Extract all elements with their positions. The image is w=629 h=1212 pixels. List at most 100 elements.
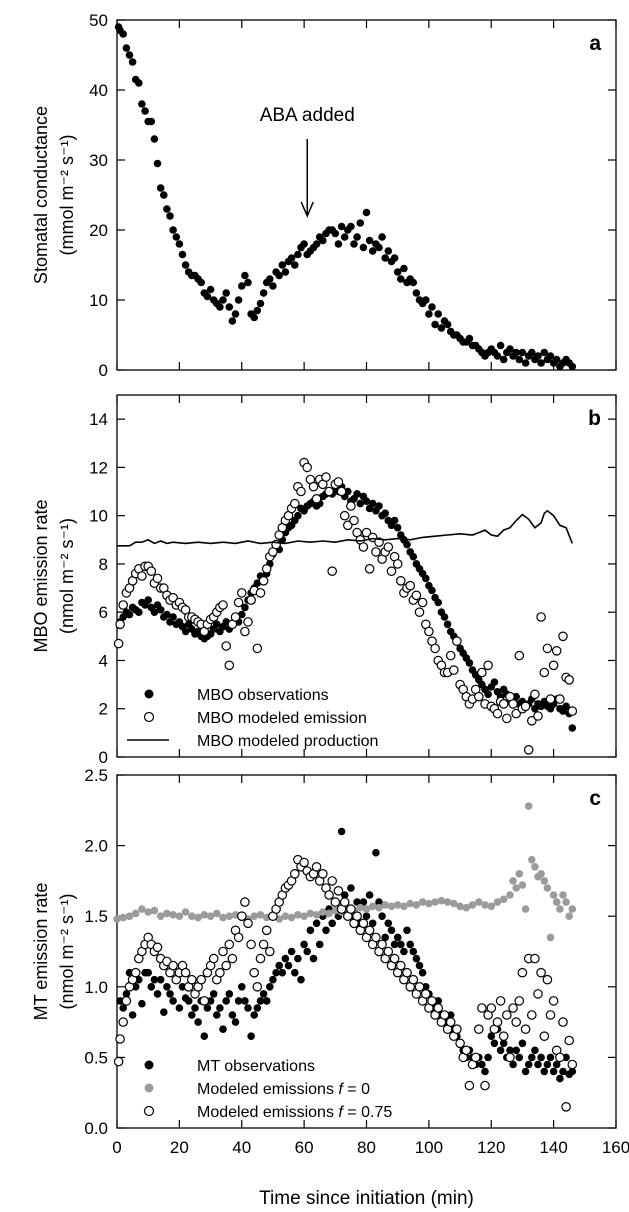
data-point <box>528 348 536 357</box>
data-point <box>347 222 355 231</box>
data-point <box>384 247 393 255</box>
data-point <box>227 953 238 964</box>
data-point <box>361 527 372 538</box>
data-point <box>508 1003 518 1013</box>
data-point <box>515 870 524 878</box>
data-point <box>511 1017 521 1027</box>
data-point <box>543 884 552 892</box>
data-point <box>163 610 171 619</box>
data-point <box>356 219 365 227</box>
legend-label: Modeled emissions f = 0.75 <box>197 1104 392 1121</box>
legend-marker <box>143 711 155 723</box>
data-point <box>203 292 212 301</box>
data-point <box>225 912 234 920</box>
annotation-label: ABA added <box>260 105 355 126</box>
data-point <box>219 296 227 304</box>
data-point <box>408 974 419 985</box>
data-point <box>412 901 421 909</box>
data-point <box>495 996 506 1006</box>
data-point <box>261 925 272 936</box>
data-point <box>555 1052 565 1063</box>
data-point <box>119 30 127 38</box>
data-point <box>358 542 369 552</box>
legend-marker <box>143 1105 155 1117</box>
data-point <box>498 1031 509 1041</box>
data-point <box>524 802 533 810</box>
data-point <box>118 600 128 610</box>
data-point <box>400 264 408 273</box>
data-point <box>530 953 540 964</box>
y-tick-label: 10 <box>89 507 108 526</box>
panel-letter: a <box>589 32 601 55</box>
data-point <box>221 960 231 971</box>
data-point <box>559 891 567 899</box>
data-point <box>221 641 231 651</box>
data-point <box>250 1011 258 1019</box>
data-point <box>256 911 265 919</box>
data-point <box>452 1024 462 1034</box>
data-point <box>548 660 559 671</box>
data-point <box>445 1017 456 1027</box>
y-tick-label: 2.5 <box>84 766 108 785</box>
data-point <box>156 184 165 192</box>
data-point <box>275 271 284 280</box>
data-point <box>551 645 562 656</box>
data-point <box>306 926 315 935</box>
data-point <box>163 909 171 918</box>
y-tick-label: 20 <box>89 221 108 240</box>
data-point <box>518 881 527 889</box>
y-tick-label: 2 <box>99 700 108 719</box>
data-point <box>119 913 127 922</box>
data-point <box>284 961 293 970</box>
data-point <box>509 877 517 885</box>
y-axis-label: MT emission rate <box>31 883 51 1021</box>
data-point <box>342 520 353 531</box>
data-point <box>169 997 177 1005</box>
data-point <box>424 626 434 637</box>
data-point <box>428 303 436 311</box>
data-point <box>521 359 530 367</box>
data-point <box>194 913 202 922</box>
y-tick-label: 8 <box>99 555 108 574</box>
data-point <box>418 898 427 906</box>
legend-label: MT observations <box>197 1058 315 1075</box>
data-point <box>250 313 258 322</box>
data-point <box>222 997 230 1005</box>
data-point <box>455 1038 465 1049</box>
data-point <box>390 516 399 525</box>
data-point <box>403 540 411 549</box>
data-point <box>480 1080 490 1091</box>
data-point <box>317 868 328 879</box>
data-point <box>319 908 327 916</box>
data-point <box>156 606 165 614</box>
data-point <box>430 643 440 654</box>
data-point <box>484 1053 492 1062</box>
legend-label: MBO observations <box>197 687 329 704</box>
data-point <box>546 1053 555 1062</box>
data-point <box>196 974 206 985</box>
data-point <box>197 278 205 287</box>
data-point <box>533 711 543 721</box>
data-point <box>216 1004 224 1012</box>
data-point <box>406 899 415 908</box>
data-point <box>311 493 322 504</box>
data-point <box>206 285 215 294</box>
y-tick-label: 1.0 <box>84 978 108 997</box>
data-point <box>506 891 514 899</box>
data-point <box>300 240 308 248</box>
data-point <box>346 904 356 914</box>
data-point <box>333 885 344 896</box>
data-point <box>371 547 381 557</box>
data-point <box>499 895 508 904</box>
data-point <box>498 699 509 709</box>
data-point <box>521 1067 530 1076</box>
data-point <box>138 999 146 1008</box>
data-point <box>475 898 483 906</box>
data-point <box>125 51 134 59</box>
data-point <box>300 940 308 949</box>
data-point <box>536 967 546 978</box>
data-point <box>311 861 322 872</box>
data-point <box>241 603 249 612</box>
data-point <box>452 636 462 646</box>
